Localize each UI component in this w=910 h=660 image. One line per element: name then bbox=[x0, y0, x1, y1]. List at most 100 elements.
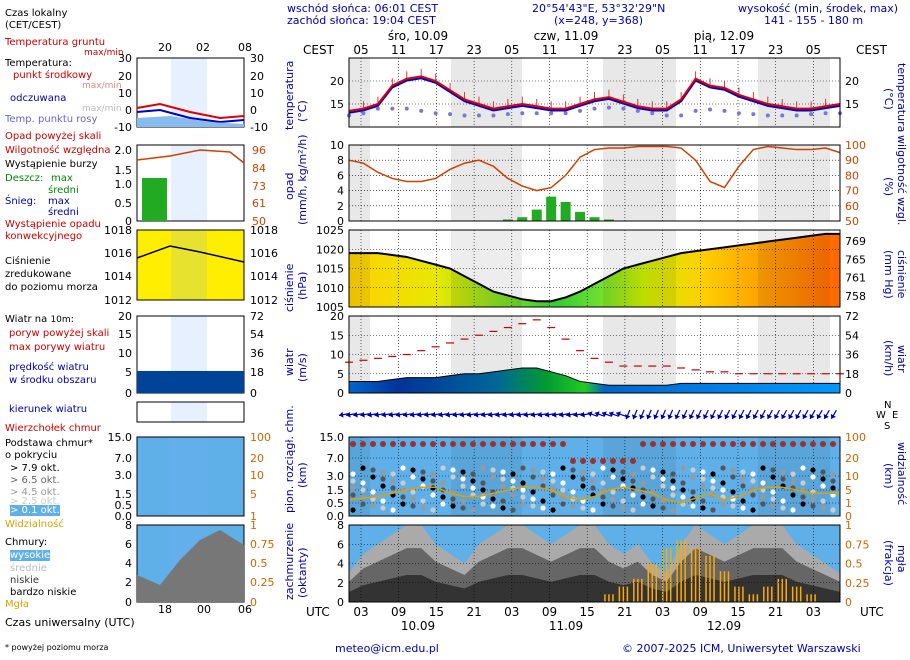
temp-mid-line bbox=[348, 75, 841, 112]
legend-vis-tick-2: 10 bbox=[250, 469, 264, 482]
cb-dot-40-1 bbox=[750, 492, 756, 498]
cb-dot-3-4 bbox=[380, 469, 386, 475]
dew-point-25 bbox=[708, 107, 713, 112]
dew-point-13 bbox=[534, 111, 539, 116]
cb-dot-4-4 bbox=[390, 471, 396, 477]
cl-rtick-2: 0.5 bbox=[845, 558, 863, 571]
dew-point-10 bbox=[491, 113, 496, 118]
cb-dot-32-0 bbox=[670, 507, 676, 513]
dew-point-19 bbox=[621, 106, 626, 111]
legend-wind: Wiatr na 10m: bbox=[5, 314, 74, 325]
cb-dot-32-3 bbox=[670, 478, 676, 484]
wind-arrow-head-10 bbox=[410, 411, 415, 418]
legend-fog: Mgła bbox=[5, 599, 29, 610]
axis-vis-right-2: (km) bbox=[882, 463, 895, 489]
legend-cloud-base: Podstawa chmur* bbox=[5, 438, 93, 449]
wind-arrow-head-33 bbox=[573, 411, 578, 418]
dew-point-20 bbox=[635, 108, 640, 113]
cb-dot-6-3 bbox=[410, 474, 416, 480]
cl-rtick-1: 0.25 bbox=[845, 577, 870, 590]
cest-tick-6: 17 bbox=[580, 43, 595, 57]
cest-tick-1: 11 bbox=[391, 43, 406, 57]
cb-dot-30-3 bbox=[650, 474, 656, 480]
temp-night-1 bbox=[451, 58, 522, 127]
cb-dot-16-1 bbox=[510, 492, 516, 498]
utc-tick-0: 03 bbox=[353, 605, 368, 619]
wind-arrow-head-66 bbox=[809, 413, 815, 419]
cb-dot-25-3 bbox=[600, 480, 606, 486]
wind-arrow-head-16 bbox=[452, 411, 458, 418]
legend-pres-tick-0: 1018 bbox=[104, 224, 132, 237]
legend-humidity: Wilgotność względna bbox=[5, 145, 111, 156]
legend-cloud-top: Wierzchołek chmur bbox=[5, 423, 101, 434]
cb-dot-2-2 bbox=[370, 489, 376, 495]
wind-arrow-head-5 bbox=[374, 411, 380, 418]
axis-cover-left-2: (oktanty) bbox=[296, 547, 309, 598]
cb-ytick-0: 0.0 bbox=[327, 510, 345, 523]
axis-wind-left: wiatr bbox=[283, 348, 296, 376]
precip-rtick-4: 90 bbox=[845, 154, 859, 167]
wind-arrow-head-53 bbox=[717, 414, 723, 419]
cb-dot-33-1 bbox=[680, 494, 686, 500]
legend-panel-night-0 bbox=[171, 58, 207, 127]
axis-utc-left: UTC bbox=[306, 605, 330, 619]
legend-wind-rtick-0: 72 bbox=[250, 310, 264, 323]
legend-cb-tick-0: 15.0 bbox=[108, 431, 133, 444]
wind-arrow-head-31 bbox=[559, 411, 564, 418]
wind-arrow-24 bbox=[509, 411, 520, 418]
legend-okt01: > 0.1 okt. bbox=[10, 505, 60, 516]
legend-vis-tick-4: 1 bbox=[250, 510, 257, 523]
dew-point-33 bbox=[823, 111, 828, 116]
cb-dot-48-3 bbox=[830, 478, 836, 484]
wind-arrow-7 bbox=[388, 411, 399, 418]
footer-email[interactable]: meteo@icm.edu.pl bbox=[335, 642, 439, 655]
legend-cloud-base-2: o pokryciu bbox=[5, 450, 58, 461]
cb-dot-7-4 bbox=[420, 469, 426, 475]
cb-dot-44-0 bbox=[790, 507, 796, 513]
cb-dot-18-4 bbox=[530, 467, 536, 473]
axis-precip-left-2: (mm/h, kg/m²/h) bbox=[296, 134, 309, 225]
axis-precip-left: opad bbox=[283, 172, 296, 200]
legend-okt65: > 6.5 okt. bbox=[10, 475, 60, 486]
legend-temp-rtick-1: 20 bbox=[250, 70, 264, 83]
cb-dot-5-3 bbox=[400, 480, 406, 486]
cb-dot-35-1 bbox=[700, 498, 706, 504]
wind-arrow-head-6 bbox=[381, 411, 387, 418]
legend-fog-tick-1: 0.75 bbox=[250, 538, 275, 551]
cb-dot-34-2 bbox=[690, 489, 696, 495]
cb-dot-18-3 bbox=[530, 474, 536, 480]
cb-top-dot-41 bbox=[760, 441, 766, 447]
cb-top-dot-6 bbox=[410, 441, 416, 447]
day-top-0: śro, 10.09 bbox=[388, 29, 448, 43]
wind-ytick-2: 10 bbox=[330, 349, 344, 362]
cb-top-dot-48 bbox=[830, 441, 836, 447]
cb-dot-14-1 bbox=[490, 496, 496, 502]
cb-dot-31-4 bbox=[660, 469, 666, 475]
wind-arrow-65 bbox=[802, 409, 809, 420]
legend-cb-tick-4: 0.5 bbox=[115, 499, 133, 512]
cb-dot-29-3 bbox=[640, 480, 646, 486]
legend-very-low: bardzo niskie bbox=[10, 587, 77, 598]
legend-snow-mid: średni bbox=[48, 207, 79, 218]
cb-dot-6-4 bbox=[410, 467, 416, 473]
pres-rtick-0: 758 bbox=[845, 290, 866, 303]
wind-arrow-head-18 bbox=[466, 411, 472, 418]
wind-arrow-head-4 bbox=[367, 411, 372, 418]
cb-dot-6-2 bbox=[410, 489, 416, 495]
cb-dot-32-2 bbox=[670, 485, 676, 491]
wind-arrow-4 bbox=[367, 411, 378, 418]
axis-hum-right: wilgotność wzgl. bbox=[895, 135, 908, 226]
dew-point-12 bbox=[520, 111, 525, 116]
legend-mid-point: punkt środkowy bbox=[13, 70, 93, 81]
legend-cb-tick-5: 0.0 bbox=[115, 510, 133, 523]
cb-top-dot-36 bbox=[710, 441, 716, 447]
wind-arrow-27 bbox=[530, 411, 541, 418]
cb-dot-12-0 bbox=[470, 507, 476, 513]
cb-dot-42-1 bbox=[770, 496, 776, 502]
cb-dot-33-4 bbox=[680, 465, 686, 471]
wind-arrow-head-21 bbox=[488, 411, 493, 418]
wind-arrow-head-41 bbox=[631, 414, 638, 420]
legend-gust-above: poryw powyżej skali bbox=[9, 328, 110, 339]
legend-visibility: Widzialność bbox=[5, 519, 64, 530]
cb-dot-15-2 bbox=[500, 483, 506, 489]
